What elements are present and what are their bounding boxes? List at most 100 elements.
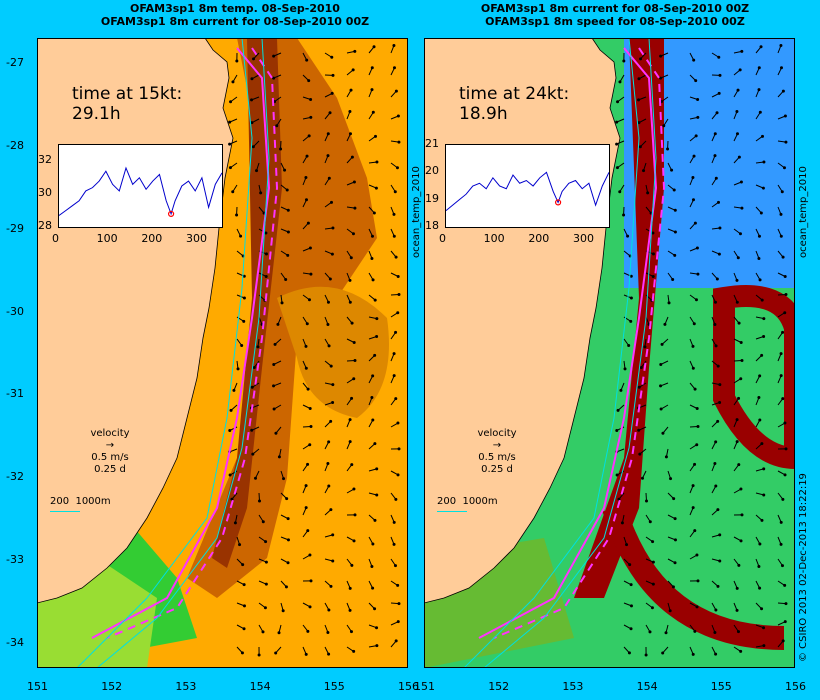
left-velocity-arrow-head bbox=[250, 385, 254, 389]
left-velocity-arrow-head bbox=[251, 452, 255, 456]
left-velocity-arrow-head bbox=[328, 111, 332, 115]
left-velocity-arrow-head bbox=[308, 553, 312, 557]
left-velocity-arrow-head bbox=[283, 168, 287, 172]
velocity-title: velocity bbox=[477, 428, 517, 439]
x-tick-label: 155 bbox=[323, 680, 345, 693]
left-velocity-arrow-head bbox=[309, 97, 313, 101]
left-velocity-arrow-head bbox=[373, 353, 377, 357]
right-velocity-arrow-head bbox=[762, 644, 766, 648]
velocity-arrow: → bbox=[492, 440, 502, 451]
right-velocity-arrow-head bbox=[664, 455, 668, 459]
left-velocity-arrow-head bbox=[229, 408, 233, 412]
right-time-value: 18.9h bbox=[459, 104, 508, 124]
right-velocity-arrow-head bbox=[639, 365, 643, 369]
left-velocity-arrow-head bbox=[395, 166, 399, 170]
right-velocity-arrow-head bbox=[643, 345, 647, 349]
right-velocity-arrow-head bbox=[693, 629, 697, 633]
right-velocity-arrow-head bbox=[615, 428, 619, 432]
left-velocity-arrow-head bbox=[353, 206, 357, 210]
right-velocity-arrow-head bbox=[740, 49, 744, 53]
right-velocity-arrow-head bbox=[694, 79, 698, 83]
velocity-title: velocity bbox=[90, 428, 130, 439]
left-velocity-arrow-head bbox=[307, 134, 311, 138]
left-velocity-arrow-head bbox=[348, 132, 352, 136]
right-velocity-arrow-head bbox=[637, 77, 641, 81]
left-track-b bbox=[106, 47, 279, 639]
right-velocity-arrow-head bbox=[782, 166, 786, 170]
right-velocity-arrow-head bbox=[663, 322, 667, 326]
right-velocity-arrow-head bbox=[718, 226, 722, 230]
right-velocity-arrow-head bbox=[626, 234, 630, 238]
inset-y-tick-label: 30 bbox=[38, 186, 52, 200]
right-velocity-arrow-head bbox=[735, 300, 739, 304]
left-velocity-arrow-head bbox=[331, 559, 335, 563]
right-contour-1000 bbox=[483, 38, 657, 668]
x-tick-label: 151 bbox=[414, 680, 435, 693]
left-velocity-arrow-head bbox=[353, 49, 357, 53]
left-velocity-arrow-head bbox=[330, 91, 334, 95]
right-velocity-arrow-head bbox=[714, 652, 718, 656]
right-velocity-arrow-head bbox=[644, 653, 648, 657]
left-velocity-arrow-head bbox=[350, 155, 354, 159]
inset-x-tick-label: 300 bbox=[572, 232, 594, 245]
left-velocity-arrow-head bbox=[286, 517, 290, 521]
right-velocity-arrow-head bbox=[691, 176, 695, 180]
left-time-value: 29.1h bbox=[72, 104, 121, 124]
right-velocity-arrow-head bbox=[629, 604, 633, 608]
right-velocity-arrow-head bbox=[738, 232, 742, 236]
right-velocity-arrow-head bbox=[615, 142, 619, 146]
left-velocity-arrow-head bbox=[240, 343, 244, 347]
right-velocity-arrow-head bbox=[669, 477, 673, 481]
left-velocity-arrow-head bbox=[276, 322, 280, 326]
left-velocity-arrow-head bbox=[375, 644, 379, 648]
left-velocity-arrow-head bbox=[396, 311, 400, 315]
left-velocity-arrow-head bbox=[373, 134, 377, 138]
right-velocity-arrow-head bbox=[651, 252, 655, 256]
left-velocity-arrow-head bbox=[348, 278, 352, 282]
right-south-loop bbox=[602, 504, 785, 650]
right-velocity-arrow-head bbox=[715, 111, 719, 115]
inset-x-tick-label: 200 bbox=[528, 232, 550, 245]
right-velocity-arrow-head bbox=[648, 520, 652, 524]
inset-y-tick-label: 18 bbox=[425, 219, 439, 232]
right-velocity-arrow-head bbox=[651, 540, 655, 544]
right-velocity-arrow-head bbox=[735, 440, 739, 444]
left-velocity-arrow-head bbox=[309, 115, 313, 119]
right-velocity-arrow-head bbox=[696, 115, 700, 119]
left-velocity-arrow-head bbox=[350, 463, 354, 467]
right-velocity-arrow-head bbox=[781, 497, 785, 501]
left-velocity-arrow-head bbox=[370, 564, 374, 568]
right-velocity-arrow-head bbox=[651, 582, 655, 586]
right-velocity-arrow-head bbox=[762, 334, 766, 338]
right-velocity-arrow-head bbox=[629, 319, 633, 323]
left-velocity-arrow-head bbox=[394, 255, 398, 259]
left-velocity-arrow-head bbox=[306, 629, 310, 633]
left-title-line2: OFAM3sp1 8m current for 08-Sep-2010 00Z bbox=[100, 15, 370, 28]
left-velocity-arrow-head bbox=[327, 484, 331, 488]
right-velocity-arrow-head bbox=[693, 462, 697, 466]
right-velocity-arrow-head bbox=[673, 253, 677, 257]
inset-x-tick-label: 0 bbox=[52, 232, 59, 245]
right-velocity-arrow-head bbox=[693, 221, 697, 225]
right-velocity-legend: velocity → 0.5 m/s 0.25 d bbox=[467, 428, 527, 476]
left-velocity-arrow-head bbox=[309, 272, 313, 276]
right-velocity-arrow-head bbox=[780, 564, 784, 568]
left-velocity-arrow-head bbox=[274, 651, 278, 655]
right-velocity-arrow-head bbox=[757, 396, 761, 400]
right-velocity-arrow-head bbox=[622, 213, 626, 217]
left-velocity-arrow-head bbox=[349, 256, 353, 260]
inset-x-tick-label: 0 bbox=[439, 232, 446, 245]
left-velocity-arrow-head bbox=[228, 120, 232, 124]
right-velocity-arrow-head bbox=[695, 553, 699, 557]
left-velocity-arrow-head bbox=[352, 341, 356, 345]
left-velocity-arrow-head bbox=[280, 301, 284, 305]
left-velocity-arrow-head bbox=[349, 88, 353, 92]
right-velocity-arrow-head bbox=[659, 54, 663, 58]
right-velocity-arrow-head bbox=[738, 68, 742, 72]
left-velocity-arrow-head bbox=[375, 317, 379, 321]
right-velocity-arrow-head bbox=[737, 463, 741, 467]
left-velocity-arrow-head bbox=[370, 396, 374, 400]
left-velocity-arrow-head bbox=[306, 462, 310, 466]
left-velocity-arrow-head bbox=[393, 564, 397, 568]
right-current-core bbox=[574, 38, 664, 598]
